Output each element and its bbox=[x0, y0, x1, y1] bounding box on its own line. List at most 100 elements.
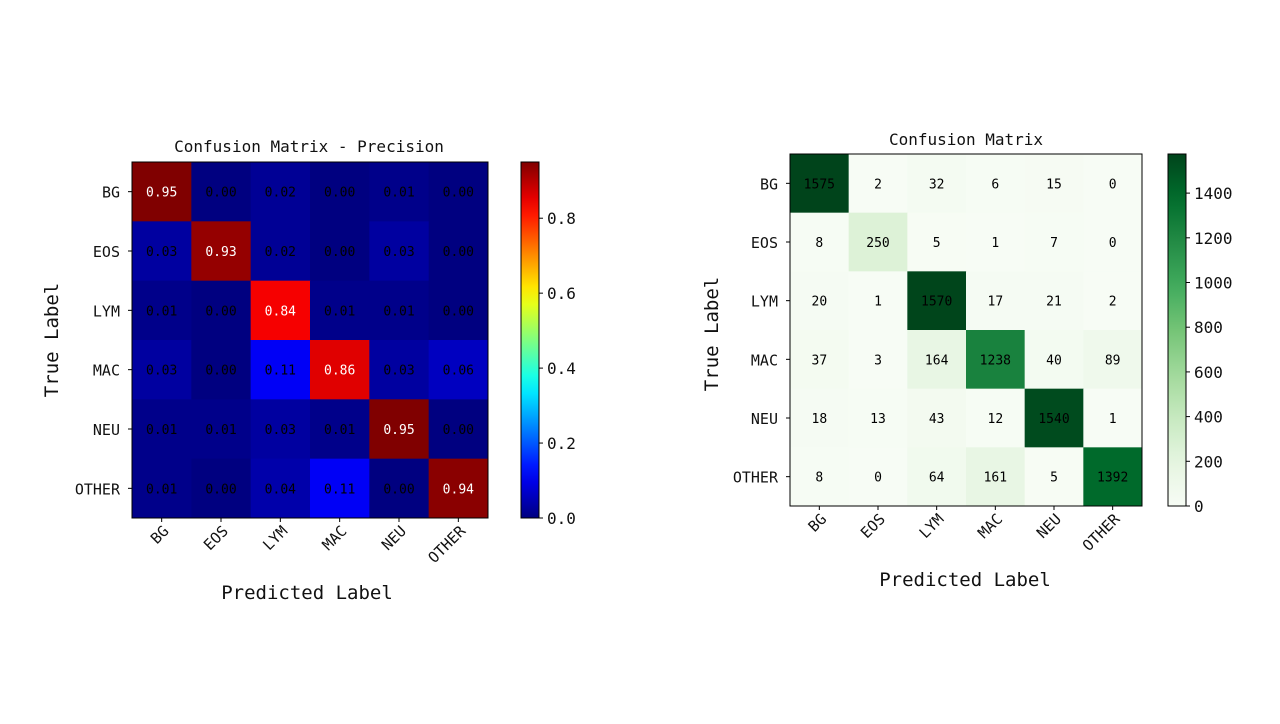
heatmap-cell bbox=[1024, 388, 1084, 448]
heatmap-cell bbox=[966, 330, 1026, 390]
cell-value-label: 1 bbox=[1109, 412, 1117, 427]
heatmap-cell bbox=[790, 388, 850, 448]
cell-value-label: 7 bbox=[1050, 236, 1058, 251]
colorbar-tick-label: 400 bbox=[1194, 408, 1223, 427]
colorbar-tick-label: 1200 bbox=[1194, 229, 1233, 248]
cell-value-label: 161 bbox=[984, 471, 1007, 486]
cell-value-label: 0.95 bbox=[383, 423, 414, 438]
cell-value-label: 0.06 bbox=[443, 364, 474, 379]
y-tick-label: LYM bbox=[751, 293, 778, 311]
colorbar-tick-label: 0.2 bbox=[547, 434, 576, 453]
cell-value-label: 1570 bbox=[921, 295, 952, 310]
x-tick-label: LYM bbox=[916, 510, 948, 542]
heatmap-cell bbox=[1024, 271, 1084, 331]
heatmap-cell bbox=[310, 221, 370, 282]
y-tick-label: BG bbox=[102, 184, 120, 202]
cell-value-label: 0.01 bbox=[383, 186, 414, 201]
cell-value-label: 20 bbox=[812, 295, 828, 310]
cell-value-label: 0.01 bbox=[324, 423, 355, 438]
cell-value-label: 250 bbox=[866, 236, 889, 251]
heatmap-cell bbox=[907, 330, 967, 390]
right-heatmap-frame bbox=[789, 153, 1143, 507]
heatmap-cell bbox=[848, 271, 908, 331]
left-chart-title: Confusion Matrix - Precision bbox=[174, 137, 444, 156]
cell-value-label: 89 bbox=[1105, 353, 1121, 368]
heatmap-cell bbox=[250, 162, 311, 222]
heatmap-cell bbox=[250, 399, 311, 460]
heatmap-cell bbox=[1083, 447, 1143, 507]
cell-value-label: 2 bbox=[874, 177, 882, 192]
heatmap-cell bbox=[369, 221, 430, 282]
cell-value-label: 0.00 bbox=[443, 304, 474, 319]
cell-value-label: 0.01 bbox=[146, 304, 177, 319]
colorbar-tick-label: 800 bbox=[1194, 318, 1223, 337]
right-x-axis-label: Predicted Label bbox=[879, 569, 1051, 591]
heatmap-cell bbox=[191, 280, 252, 341]
y-tick-label: MAC bbox=[93, 362, 120, 380]
colorbar-tick-label: 0.6 bbox=[547, 284, 576, 303]
cell-value-label: 1575 bbox=[804, 177, 835, 192]
cell-value-label: 0.03 bbox=[383, 364, 414, 379]
heatmap-cell bbox=[428, 162, 489, 222]
heatmap-cell bbox=[132, 340, 192, 400]
x-tick-label: OTHER bbox=[1079, 509, 1124, 554]
heatmap-cell bbox=[790, 212, 850, 272]
heatmap-cell bbox=[428, 280, 489, 341]
y-tick-label: EOS bbox=[751, 234, 778, 252]
right-heatmap-cells: 1575 2 32 6 15 08 250 5 1 7 020 1 1570 17 21 237 3 164 123… bbox=[790, 154, 1143, 507]
x-tick-label: NEU bbox=[1033, 510, 1065, 542]
heatmap-cell bbox=[132, 162, 192, 222]
colorbar-tick-label: 0.0 bbox=[547, 509, 576, 528]
left-heatmap-cells: 0.95 0.00 0.02 0.00 0.01 0.00 0.03 0.93 0.02 0.00… bbox=[132, 162, 489, 519]
colorbar-gradient bbox=[520, 161, 540, 519]
colorbar-tick-label: 200 bbox=[1194, 452, 1223, 471]
count-confusion-matrix: Confusion Matrix 1575 2 32 6 15 08 250 5 1 7 020 1 1… bbox=[701, 130, 1233, 591]
heatmap-cell bbox=[428, 221, 489, 282]
cell-value-label: 40 bbox=[1046, 353, 1062, 368]
cell-value-label: 0.84 bbox=[265, 304, 296, 319]
heatmap-cell bbox=[132, 280, 192, 341]
cell-value-label: 0.00 bbox=[205, 304, 236, 319]
colorbar-tick-label: 0 bbox=[1194, 497, 1204, 516]
heatmap-cell bbox=[250, 458, 311, 519]
x-tick-label: MAC bbox=[974, 510, 1006, 542]
cell-value-label: 0.00 bbox=[205, 364, 236, 379]
x-tick-label: LYM bbox=[259, 522, 291, 554]
cell-value-label: 12 bbox=[988, 412, 1004, 427]
heatmap-cell bbox=[369, 340, 430, 400]
left-heatmap-frame bbox=[131, 161, 489, 519]
left-y-tick-labels: BG EOS LYM MAC NEU OTHER bbox=[75, 184, 132, 498]
heatmap-cell bbox=[907, 388, 967, 448]
cell-value-label: 0.00 bbox=[443, 423, 474, 438]
cell-value-label: 0.94 bbox=[443, 482, 474, 497]
heatmap-cell bbox=[250, 221, 311, 282]
cell-value-label: 0.03 bbox=[265, 423, 296, 438]
cell-value-label: 0.02 bbox=[265, 186, 296, 201]
heatmap-cell bbox=[1083, 212, 1143, 272]
cell-value-label: 3 bbox=[874, 353, 882, 368]
heatmap-cell bbox=[132, 221, 192, 282]
cell-value-label: 0.00 bbox=[443, 245, 474, 260]
heatmap-cell bbox=[790, 271, 850, 331]
cell-value-label: 0.00 bbox=[443, 186, 474, 201]
cell-value-label: 0.86 bbox=[324, 364, 355, 379]
heatmap-cell bbox=[250, 340, 311, 400]
heatmap-cell bbox=[1083, 388, 1143, 448]
cell-value-label: 0.11 bbox=[265, 364, 296, 379]
cell-value-label: 0.01 bbox=[205, 423, 236, 438]
cell-value-label: 0.00 bbox=[205, 482, 236, 497]
cell-value-label: 0.02 bbox=[265, 245, 296, 260]
cell-value-label: 164 bbox=[925, 353, 949, 368]
heatmap-cell bbox=[310, 162, 370, 222]
y-tick-label: NEU bbox=[93, 421, 120, 439]
heatmap-cell bbox=[966, 388, 1026, 448]
colorbar-tick-label: 0.4 bbox=[547, 359, 576, 378]
heatmap-cell bbox=[310, 280, 370, 341]
heatmap-cell bbox=[1083, 154, 1143, 214]
heatmap-cell bbox=[966, 447, 1026, 507]
heatmap-cell bbox=[907, 271, 967, 331]
cell-value-label: 6 bbox=[991, 177, 999, 192]
heatmap-cell bbox=[191, 162, 252, 222]
y-tick-label: NEU bbox=[751, 410, 778, 428]
